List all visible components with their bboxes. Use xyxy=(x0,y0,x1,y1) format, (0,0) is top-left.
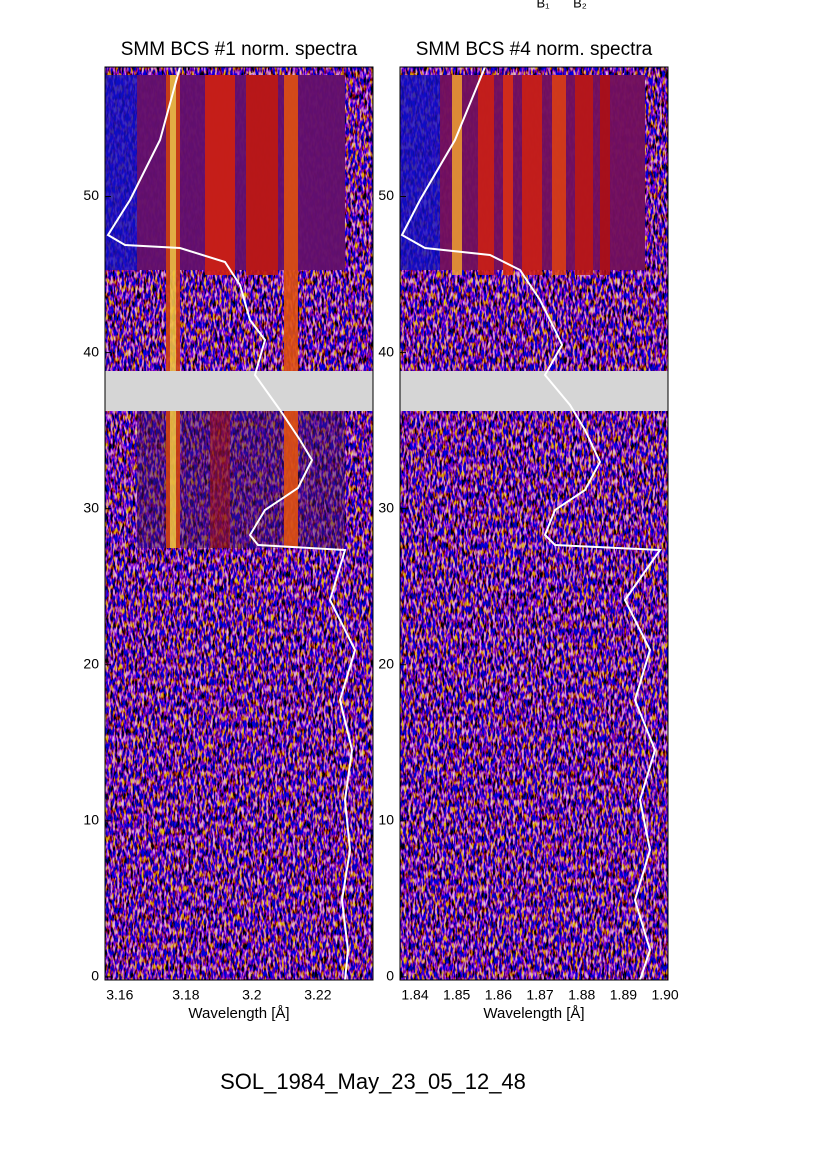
x-tick-label: 1.90 xyxy=(651,987,678,1003)
y-tick-label: 40 xyxy=(83,343,99,359)
y-tick-label: 50 xyxy=(378,187,394,203)
x-tick-label: 3.2 xyxy=(242,987,262,1003)
data-gap xyxy=(400,371,668,411)
y-tick-label: 30 xyxy=(378,499,394,515)
x-tick-label: 1.87 xyxy=(526,987,553,1003)
chart-title: SMM BCS #4 norm. spectra xyxy=(416,39,653,60)
x-tick-label: 1.86 xyxy=(485,987,512,1003)
chart-title: SMM BCS #1 norm. spectra xyxy=(121,39,358,60)
spectrogram-image xyxy=(400,67,668,980)
y-tick-label: 0 xyxy=(91,968,99,984)
spectrogram-image xyxy=(105,67,373,980)
x-axis-label: Wavelength [Å] xyxy=(188,1005,289,1022)
plot-frame xyxy=(399,66,669,981)
top-label: B₁ xyxy=(536,0,550,10)
footer-label: SOL_1984_May_23_05_12_48 xyxy=(220,1069,526,1094)
x-tick-label: 3.18 xyxy=(172,987,199,1003)
x-tick-label: 3.22 xyxy=(304,987,331,1003)
light-curve xyxy=(106,66,357,981)
y-tick-label: 0 xyxy=(386,968,394,984)
x-tick-label: 1.89 xyxy=(610,987,637,1003)
x-axis-label: Wavelength [Å] xyxy=(483,1005,584,1022)
y-tick-label: 50 xyxy=(83,187,99,203)
axes: SMM BCS #1 norm. spectra Wavelength [Å] 3.… xyxy=(83,39,678,1022)
y-tick-label: 40 xyxy=(378,343,394,359)
x-tick-label: 1.85 xyxy=(443,987,470,1003)
top-label: B₂ xyxy=(573,0,587,10)
light-curve xyxy=(400,66,662,981)
y-tick-label: 20 xyxy=(83,655,99,671)
y-tick-label: 10 xyxy=(83,812,99,828)
x-tick-label: 3.16 xyxy=(106,987,133,1003)
x-tick-label: 1.84 xyxy=(401,987,428,1003)
plot-frame xyxy=(104,66,374,981)
y-tick-label: 30 xyxy=(83,499,99,515)
y-tick-label: 20 xyxy=(378,655,394,671)
data-gap xyxy=(105,371,373,411)
y-tick-label: 10 xyxy=(378,812,394,828)
x-tick-label: 1.88 xyxy=(568,987,595,1003)
